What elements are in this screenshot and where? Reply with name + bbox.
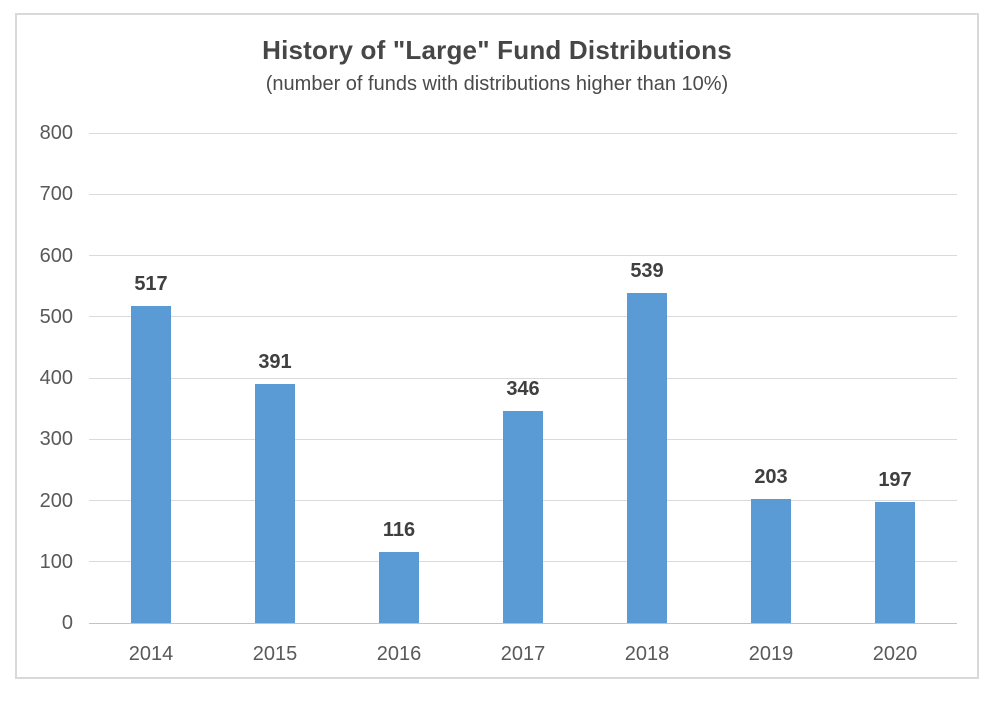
bar-value-label: 539 xyxy=(630,259,664,282)
y-axis-tick-label: 100 xyxy=(39,550,73,573)
y-axis-tick-label: 600 xyxy=(39,244,73,267)
bar-value-label: 346 xyxy=(506,378,540,401)
gridline xyxy=(89,193,957,195)
bar xyxy=(627,292,667,623)
bar xyxy=(131,306,171,623)
bar-value-label: 197 xyxy=(878,469,912,492)
y-axis-tick-label: 400 xyxy=(39,367,73,389)
y-axis-tick-label: 500 xyxy=(39,305,73,328)
y-axis-tick-label: 700 xyxy=(39,183,73,206)
bar-value-label: 203 xyxy=(754,465,788,488)
gridline xyxy=(89,377,957,379)
y-axis-tick-label: 200 xyxy=(39,489,73,512)
x-axis-line xyxy=(89,622,957,624)
bar xyxy=(255,383,295,623)
bar xyxy=(751,498,791,623)
plot-area: 0 100 200 300 400 500 600 700 800 517 2014 391 2015 1… xyxy=(40,123,957,665)
y-axis-tick-label: 0 xyxy=(61,612,73,634)
x-axis-tick-label: 2019 xyxy=(748,643,794,665)
y-axis-tick-label: 800 xyxy=(39,122,73,144)
gridline xyxy=(89,316,957,318)
y-axis-tick-label: 300 xyxy=(39,428,73,451)
bar-value-label: 116 xyxy=(382,518,416,541)
bar-value-label: 517 xyxy=(134,273,168,296)
bar xyxy=(875,502,915,623)
x-axis-tick-label: 2016 xyxy=(376,643,422,665)
gridline xyxy=(89,132,957,134)
x-axis-tick-label: 2017 xyxy=(500,643,546,665)
bar xyxy=(503,411,543,623)
chart-frame: History of "Large" Fund Distributions (n… xyxy=(15,13,979,679)
x-axis-tick-label: 2020 xyxy=(872,643,918,665)
chart-subtitle: (number of funds with distributions high… xyxy=(265,73,729,95)
chart-title: History of "Large" Fund Distributions xyxy=(262,35,732,65)
bar-value-label: 391 xyxy=(258,350,292,373)
bar xyxy=(379,551,419,623)
x-axis-tick-label: 2018 xyxy=(624,643,670,665)
gridline xyxy=(89,255,957,256)
x-axis-tick-label: 2014 xyxy=(128,643,174,665)
x-axis-tick-label: 2015 xyxy=(252,643,298,665)
